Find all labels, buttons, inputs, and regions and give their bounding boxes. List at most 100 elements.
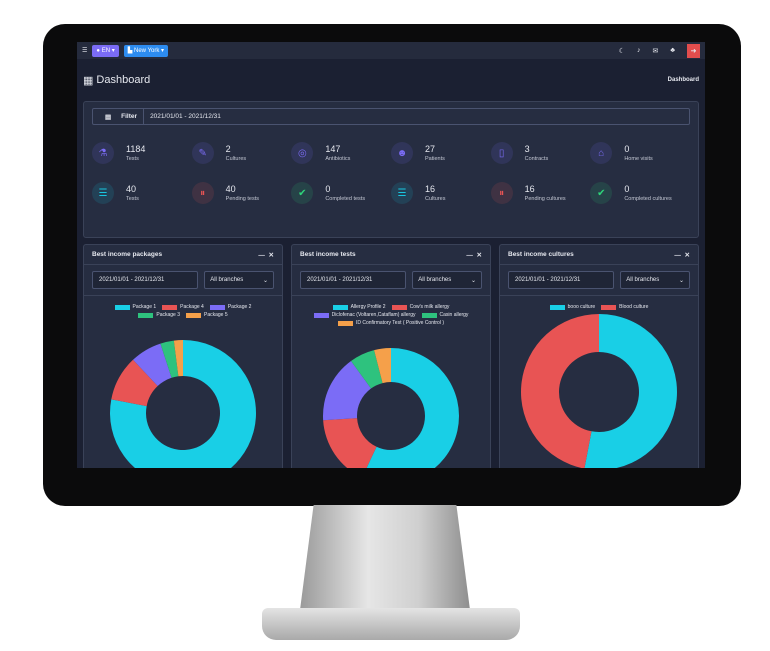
stat-value: 3 (524, 144, 530, 154)
date-range-input[interactable]: 2021/01/01 - 2021/12/31 (92, 271, 199, 289)
page-title: ▦ Dashboard (83, 74, 151, 87)
stat-item[interactable]: ✔ 0 Completed tests (291, 182, 391, 204)
chat-icon[interactable]: ✉ (652, 47, 659, 55)
stat-item[interactable]: ☻ 27 Patients (390, 142, 491, 164)
slice-package-5[interactable] (173, 340, 183, 377)
legend-item[interactable]: booo culture (549, 304, 596, 310)
close-icon[interactable]: ✕ (684, 251, 690, 259)
globe-icon: ● (96, 47, 101, 54)
bell-icon[interactable]: ♪ (637, 47, 641, 54)
slice-package-1[interactable] (110, 340, 256, 468)
legend-item[interactable]: Package 2 (209, 304, 252, 310)
file-icon: ▯ (490, 142, 513, 164)
legend-swatch (549, 304, 565, 310)
legend-swatch (114, 304, 130, 310)
legend-label: Casin allergy (439, 312, 469, 318)
slice-id-confirmatory-test-positive-control-[interactable] (374, 348, 391, 384)
stat-item[interactable]: ☰ 16 Cultures (390, 182, 491, 204)
date-range-input[interactable]: 2021/01/01 - 2021/12/31 (508, 271, 615, 289)
slice-cow-s-milk-allergy[interactable] (323, 418, 377, 468)
stat-value: 1184 (126, 144, 146, 154)
grid-icon: ▦ (83, 74, 94, 87)
pause-icon: ⏸ (490, 182, 513, 204)
legend-item[interactable]: Package 5 (186, 312, 228, 318)
stat-label: Completed cultures (624, 196, 672, 202)
legend-item[interactable]: Package 1 (114, 304, 157, 310)
branch-select[interactable]: All branches ⌄ (204, 271, 274, 289)
legend-label: Package 2 (227, 304, 252, 310)
branch-dropdown[interactable]: ▙ New York ▾ (123, 44, 169, 57)
chevron-down-icon: ⌄ (262, 277, 268, 284)
minimize-icon[interactable]: — (466, 251, 473, 259)
legend-item[interactable]: Diclofenac (Voltaren,Cataflam) allergy (313, 312, 416, 318)
logout-button[interactable]: ➜ (687, 43, 700, 58)
legend-item[interactable]: ID Confirmatory Test ( Positive Control … (338, 320, 444, 326)
legend-item[interactable]: Package 4 (162, 304, 204, 310)
legend-item[interactable]: Allergy Profile 2 (332, 304, 386, 310)
close-icon[interactable]: ✕ (476, 251, 482, 259)
panel-title: Best income cultures (508, 251, 574, 258)
stat-item[interactable]: ✔ 0 Completed cultures (590, 182, 690, 204)
legend-label: Package 1 (132, 304, 157, 310)
topbar: ☰ ● EN ▾ ▙ New York ▾ ☾ ♪ ✉ ♣ ➜ (77, 42, 705, 59)
stat-item[interactable]: ✎ 2 Cultures (191, 142, 292, 164)
legend-swatch (209, 304, 225, 310)
legend-swatch (338, 320, 353, 326)
users-icon[interactable]: ♣ (670, 47, 675, 54)
stat-label: Pending cultures (524, 196, 566, 202)
stat-item[interactable]: ◎ 147 Antibiotics (291, 142, 391, 164)
legend-item[interactable]: Casin allergy (421, 312, 469, 318)
legend-item[interactable]: Package 3 (138, 312, 180, 318)
slice-booo-culture[interactable] (584, 314, 678, 468)
legend-item[interactable]: Cow's milk allergy (391, 304, 449, 310)
legend-swatch (138, 312, 154, 318)
legend-label: Package 4 (180, 304, 204, 310)
close-icon[interactable]: ✕ (268, 251, 274, 259)
pause-icon: ⏸ (191, 182, 214, 204)
stat-item[interactable]: ⏸ 16 Pending cultures (490, 182, 591, 204)
check-double-icon: ✔ (590, 182, 613, 204)
legend-swatch (421, 312, 437, 318)
legend-label: Package 3 (156, 312, 180, 318)
branch-select[interactable]: All branches ⌄ (412, 271, 482, 289)
slice-package-4[interactable] (111, 359, 158, 407)
legend-label: ID Confirmatory Test ( Positive Control … (356, 320, 444, 326)
building-icon: ▙ (127, 48, 133, 54)
filter-bar[interactable]: ▤ Filter 2021/01/01 - 2021/12/31 (92, 108, 690, 125)
legend-swatch (332, 304, 348, 310)
stat-label: Home visits (624, 156, 653, 162)
stat-value: 0 (624, 184, 630, 194)
slice-package-2[interactable] (133, 343, 172, 387)
stat-value: 2 (225, 144, 231, 154)
monitor-stand (300, 505, 470, 610)
stat-item[interactable]: ⚗ 1184 Tests (92, 142, 192, 164)
slice-blood-culture[interactable] (521, 314, 599, 468)
moon-icon[interactable]: ☾ (618, 47, 626, 55)
stat-value: 0 (325, 184, 331, 194)
language-dropdown[interactable]: ● EN ▾ (92, 44, 119, 57)
branch-select[interactable]: All branches ⌄ (620, 271, 690, 289)
minimize-icon[interactable]: — (258, 251, 265, 259)
logout-icon: ➜ (690, 47, 697, 55)
stat-label: Antibiotics (325, 156, 351, 162)
minimize-icon[interactable]: — (674, 251, 681, 259)
stat-value: 40 (126, 184, 137, 194)
legend-item[interactable]: Blood culture (601, 304, 648, 310)
chart-panel: Best income packages — ✕ 2021/01/01 - 202… (83, 244, 283, 468)
stat-item[interactable]: ⌂ 0 Home visits (590, 142, 690, 164)
slice-casin-allergy[interactable] (351, 350, 383, 389)
slice-allergy-profile-2[interactable] (362, 348, 459, 468)
stat-item[interactable]: ▯ 3 Contracts (490, 142, 591, 164)
filter-date-input[interactable]: 2021/01/01 - 2021/12/31 (150, 113, 221, 120)
stat-item[interactable]: ⏸ 40 Pending tests (191, 182, 292, 204)
chart-panel: Best income cultures — ✕ 2021/01/01 - 202… (499, 244, 699, 468)
stat-item[interactable]: ☰ 40 Tests (92, 182, 192, 204)
date-range-input[interactable]: 2021/01/01 - 2021/12/31 (300, 271, 407, 289)
slice-package-3[interactable] (160, 340, 179, 378)
screen: ☰ ● EN ▾ ▙ New York ▾ ☾ ♪ ✉ ♣ ➜ ▦ Dashboa… (77, 42, 705, 468)
breadcrumb[interactable]: Dashboard (667, 77, 699, 83)
menu-icon[interactable]: ☰ (82, 48, 88, 54)
slice-diclofenac-voltaren-cataflam-allergy[interactable] (323, 360, 372, 421)
chart-panel: Best income tests — ✕ 2021/01/01 - 2021/1… (291, 244, 491, 468)
legend-label: booo culture (567, 304, 596, 310)
